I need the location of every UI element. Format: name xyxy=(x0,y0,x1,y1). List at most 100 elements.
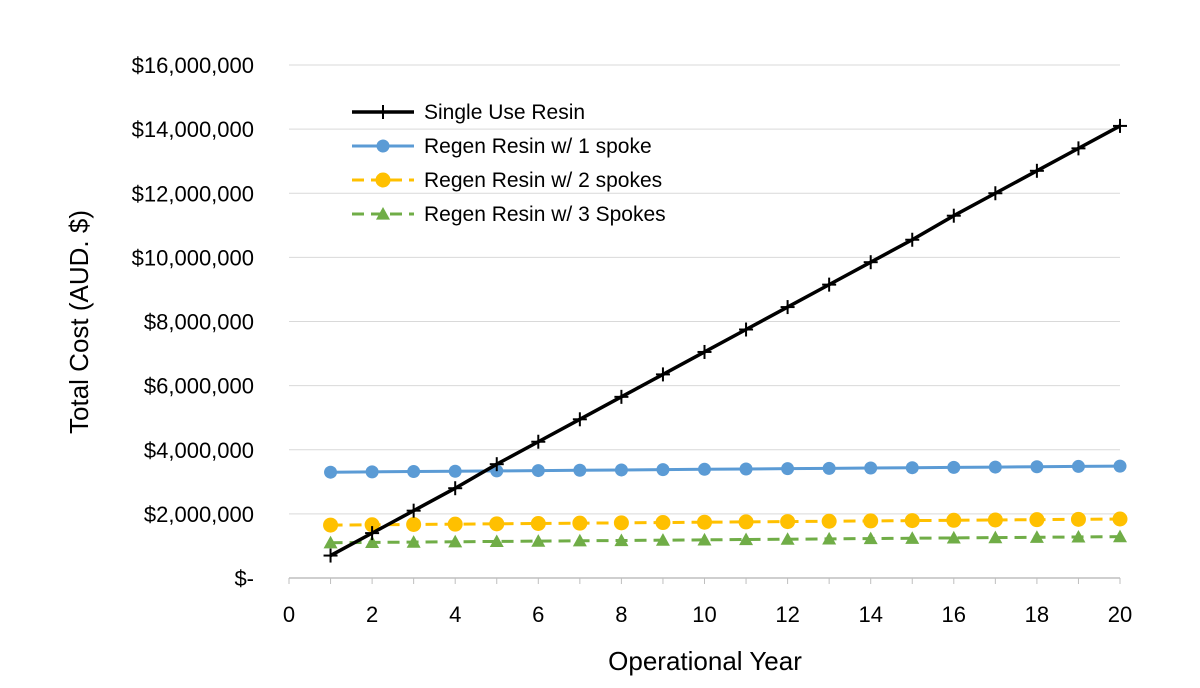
data-point xyxy=(407,465,421,479)
data-point xyxy=(531,434,546,449)
data-point xyxy=(781,462,795,476)
data-point xyxy=(1029,163,1044,178)
legend-entry: Regen Resin w/ 1 spoke xyxy=(352,135,652,158)
data-point xyxy=(1070,511,1086,527)
data-point xyxy=(447,516,463,532)
y-tick-label: $4,000,000 xyxy=(144,438,254,463)
legend-entry: Single Use Resin xyxy=(352,101,585,124)
data-point xyxy=(530,515,546,531)
y-tick-label: $16,000,000 xyxy=(132,53,254,78)
data-point xyxy=(365,526,380,541)
data-point xyxy=(905,531,920,544)
data-point xyxy=(614,463,628,477)
data-point xyxy=(489,457,504,472)
y-tick-label: $2,000,000 xyxy=(144,502,254,527)
legend-swatch-marker xyxy=(376,139,390,153)
data-point xyxy=(655,367,670,382)
data-point xyxy=(988,530,1003,544)
data-point xyxy=(822,461,836,475)
data-point xyxy=(988,460,1002,474)
series-group xyxy=(323,118,1128,563)
data-point xyxy=(1113,459,1127,473)
data-point xyxy=(614,389,629,404)
y-tick-label: $8,000,000 xyxy=(144,310,254,335)
y-tick-labels: $- $2,000,000 $4,000,000 $6,000,000 $8,000,0… xyxy=(132,53,254,591)
legend-swatch-marker xyxy=(376,207,390,220)
data-point xyxy=(905,461,919,475)
data-point xyxy=(697,514,712,530)
data-point xyxy=(1113,529,1127,543)
data-point xyxy=(406,535,421,548)
data-point xyxy=(863,513,879,529)
series-3 xyxy=(323,529,1127,549)
y-tick-label: $10,000,000 xyxy=(132,245,254,270)
data-point xyxy=(863,531,878,545)
y-tick-label: $14,000,000 xyxy=(132,117,254,142)
series-2 xyxy=(323,511,1128,533)
data-point xyxy=(323,517,339,533)
legend-label: Single Use Resin xyxy=(424,101,585,124)
data-point xyxy=(780,300,795,315)
data-point xyxy=(697,344,712,359)
x-tick-label: 8 xyxy=(615,602,627,627)
series-line xyxy=(330,535,1121,545)
data-point xyxy=(531,534,546,547)
x-tick-label: 6 xyxy=(532,602,544,627)
x-tick-label: 20 xyxy=(1108,602,1132,627)
legend-label: Regen Resin w/ 1 spoke xyxy=(424,135,652,158)
legend: Single Use Resin Regen Resin w/ 1 spoke Re… xyxy=(352,101,666,226)
data-point xyxy=(448,464,462,478)
x-tick-label: 0 xyxy=(283,602,295,627)
series-0 xyxy=(323,118,1127,563)
x-axis-title: Operational Year xyxy=(608,646,802,676)
data-point xyxy=(655,533,670,546)
x-tick-label: 12 xyxy=(775,602,799,627)
legend-swatch-marker xyxy=(376,105,390,119)
data-point xyxy=(656,463,670,477)
data-point xyxy=(323,548,338,563)
data-point xyxy=(987,512,1003,528)
data-point xyxy=(489,516,505,532)
y-tick-label: $6,000,000 xyxy=(144,374,254,399)
legend-label: Regen Resin w/ 3 Spokes xyxy=(424,203,666,226)
data-point xyxy=(904,513,920,529)
data-point xyxy=(739,462,753,476)
data-point xyxy=(531,464,545,478)
data-point xyxy=(406,516,422,532)
x-tick-label: 16 xyxy=(942,602,966,627)
data-point xyxy=(365,535,380,549)
data-point xyxy=(739,532,754,546)
data-point xyxy=(946,208,961,223)
data-point xyxy=(821,513,837,529)
series-line xyxy=(330,464,1121,474)
data-point xyxy=(1071,141,1086,156)
axes xyxy=(288,577,1121,584)
data-point xyxy=(614,533,629,547)
x-tick-label: 14 xyxy=(858,602,882,627)
data-point xyxy=(946,512,962,528)
data-point xyxy=(1029,512,1045,528)
data-point xyxy=(946,530,961,544)
data-point xyxy=(1071,529,1086,543)
data-point xyxy=(323,535,338,549)
data-point xyxy=(406,503,421,518)
data-point xyxy=(365,465,379,479)
y-tick-label: $12,000,000 xyxy=(132,181,254,206)
data-point xyxy=(448,481,463,496)
data-point xyxy=(864,461,878,475)
data-point xyxy=(324,465,338,479)
data-point xyxy=(655,515,671,531)
data-point xyxy=(988,186,1003,201)
data-point xyxy=(364,517,380,533)
data-point xyxy=(572,533,587,547)
data-point xyxy=(1113,118,1127,133)
data-point xyxy=(738,514,754,530)
data-point xyxy=(822,531,837,545)
legend-entry: Regen Resin w/ 2 spokes xyxy=(352,169,662,192)
data-point xyxy=(698,462,711,476)
y-tick-label: $- xyxy=(234,566,254,591)
data-point xyxy=(780,532,795,545)
data-point xyxy=(1029,530,1044,543)
legend-label: Regen Resin w/ 2 spokes xyxy=(424,169,662,192)
